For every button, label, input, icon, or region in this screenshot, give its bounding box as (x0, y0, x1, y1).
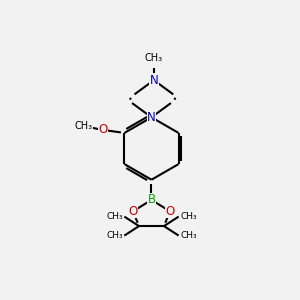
Text: CH₃: CH₃ (145, 53, 163, 63)
Text: CH₃: CH₃ (180, 212, 197, 221)
Text: B: B (147, 194, 155, 206)
Text: CH₃: CH₃ (74, 122, 92, 131)
Text: CH₃: CH₃ (180, 231, 197, 240)
Text: N: N (147, 111, 156, 124)
Text: O: O (165, 205, 175, 218)
Text: CH₃: CH₃ (106, 231, 123, 240)
Text: O: O (98, 123, 108, 136)
Text: N: N (149, 74, 158, 87)
Text: O: O (128, 205, 138, 218)
Text: CH₃: CH₃ (106, 212, 123, 221)
